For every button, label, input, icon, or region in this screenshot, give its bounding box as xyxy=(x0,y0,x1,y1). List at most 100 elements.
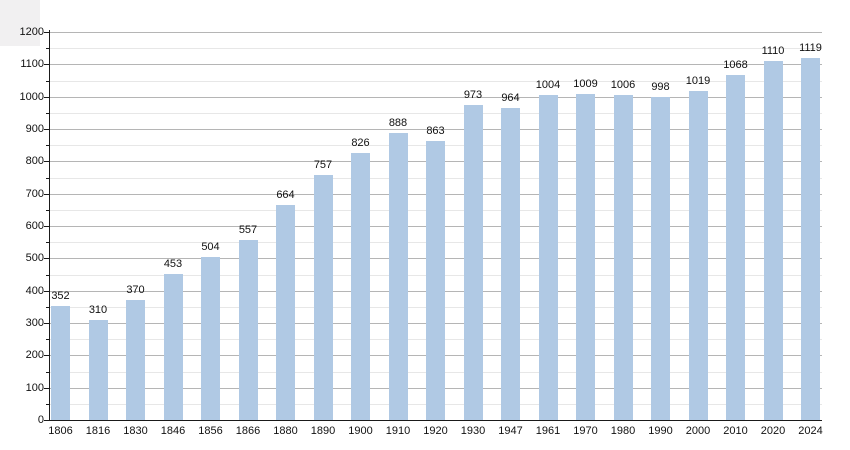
bar-value-label: 973 xyxy=(463,89,483,102)
y-tick-minor xyxy=(46,209,49,211)
bar xyxy=(576,93,595,420)
bar xyxy=(201,257,220,420)
bar xyxy=(688,90,708,420)
x-tick-label: 1830 xyxy=(123,425,148,437)
x-tick-label: 1856 xyxy=(198,425,223,437)
x-tick-label: 2010 xyxy=(723,425,748,437)
bar-value-label: 998 xyxy=(651,81,670,94)
x-tick-label: 1900 xyxy=(348,425,373,437)
x-tick-label: 1970 xyxy=(573,425,598,437)
y-tick-label: 700 xyxy=(25,187,44,200)
x-tick-label: 1816 xyxy=(85,425,111,437)
gridline-major xyxy=(49,32,822,33)
x-tick-label: 1846 xyxy=(160,425,186,437)
y-tick-label: 800 xyxy=(25,155,44,168)
bar-value-label: 664 xyxy=(276,189,295,202)
gridline-minor xyxy=(49,48,822,50)
y-tick-minor xyxy=(46,177,49,179)
y-tick-major xyxy=(44,96,49,98)
x-tick-label: 1866 xyxy=(235,425,261,437)
y-tick-label: 900 xyxy=(25,123,44,135)
y-tick-minor xyxy=(46,339,49,341)
x-tick-label: 2024 xyxy=(798,425,823,437)
bar-value-label: 757 xyxy=(313,159,333,172)
bar xyxy=(651,97,670,420)
y-tick-label: 0 xyxy=(37,414,44,426)
bar-value-label: 1006 xyxy=(610,78,636,91)
y-tick-minor xyxy=(46,48,49,50)
bar-value-label: 453 xyxy=(163,257,183,270)
bar-value-label: 964 xyxy=(501,92,520,105)
y-axis-line xyxy=(49,30,50,421)
bar xyxy=(426,140,445,420)
bar xyxy=(276,205,295,420)
y-tick-label: 600 xyxy=(25,220,44,232)
y-tick-label: 200 xyxy=(25,349,44,362)
x-axis-line xyxy=(47,420,822,421)
bar-value-label: 557 xyxy=(238,223,258,236)
gridline-major xyxy=(49,129,822,130)
y-tick-label: 500 xyxy=(25,252,44,265)
gridline-minor xyxy=(49,80,822,82)
y-tick-label: 1100 xyxy=(20,58,44,71)
y-tick-minor xyxy=(46,274,49,276)
bar xyxy=(163,273,183,420)
bar xyxy=(51,306,70,420)
bar xyxy=(613,94,633,420)
bar-value-label: 1004 xyxy=(535,79,561,92)
bar xyxy=(726,74,745,420)
bar xyxy=(88,319,108,420)
y-tick-major xyxy=(44,258,49,260)
y-tick-major xyxy=(44,290,49,292)
bar xyxy=(463,105,483,420)
y-tick-minor xyxy=(46,112,49,114)
bar-value-label: 863 xyxy=(426,124,445,137)
bar-value-label: 370 xyxy=(126,284,145,297)
y-tick-major xyxy=(44,193,49,195)
bar xyxy=(351,152,370,420)
y-tick-minor xyxy=(46,242,49,244)
y-tick-major xyxy=(44,387,49,389)
x-tick-label: 1920 xyxy=(423,425,448,437)
y-tick-minor xyxy=(46,80,49,82)
x-tick-label: 1947 xyxy=(498,425,523,437)
y-tick-label: 1000 xyxy=(19,90,44,103)
gridline-minor xyxy=(49,112,822,114)
bar xyxy=(126,300,145,420)
gridline-major xyxy=(49,96,822,98)
x-tick-label: 1880 xyxy=(273,425,298,437)
x-tick-label: 2000 xyxy=(685,425,711,437)
bar xyxy=(538,95,558,420)
y-tick-major xyxy=(44,64,49,66)
y-tick-major xyxy=(44,32,49,33)
x-tick-label: 1930 xyxy=(460,425,486,437)
y-tick-minor xyxy=(46,403,49,405)
gridline-major xyxy=(49,64,822,66)
bar xyxy=(313,175,333,420)
bar xyxy=(501,108,520,420)
bar xyxy=(763,61,783,420)
y-tick-label: 400 xyxy=(25,284,44,297)
y-tick-major xyxy=(44,129,49,130)
y-tick-major xyxy=(44,226,49,227)
y-tick-major xyxy=(44,323,49,324)
x-tick-label: 1980 xyxy=(610,425,636,437)
y-tick-label: 1200 xyxy=(19,26,44,38)
x-tick-label: 1910 xyxy=(385,425,411,437)
y-tick-minor xyxy=(46,145,49,147)
bar-value-label: 826 xyxy=(351,136,370,149)
x-tick-label: 2020 xyxy=(760,425,786,437)
y-tick-label: 100 xyxy=(25,381,44,394)
y-tick-minor xyxy=(46,306,49,308)
bar-value-label: 352 xyxy=(51,290,70,303)
bar xyxy=(238,239,258,420)
bar-value-label: 888 xyxy=(388,116,408,129)
x-tick-label: 1890 xyxy=(310,425,336,437)
x-tick-label: 1990 xyxy=(648,425,673,437)
bar-value-label: 1068 xyxy=(723,58,748,71)
corner-artifact xyxy=(0,0,40,46)
y-tick-major xyxy=(44,355,49,357)
y-tick-major xyxy=(44,420,49,421)
bar-value-label: 1110 xyxy=(761,45,785,58)
